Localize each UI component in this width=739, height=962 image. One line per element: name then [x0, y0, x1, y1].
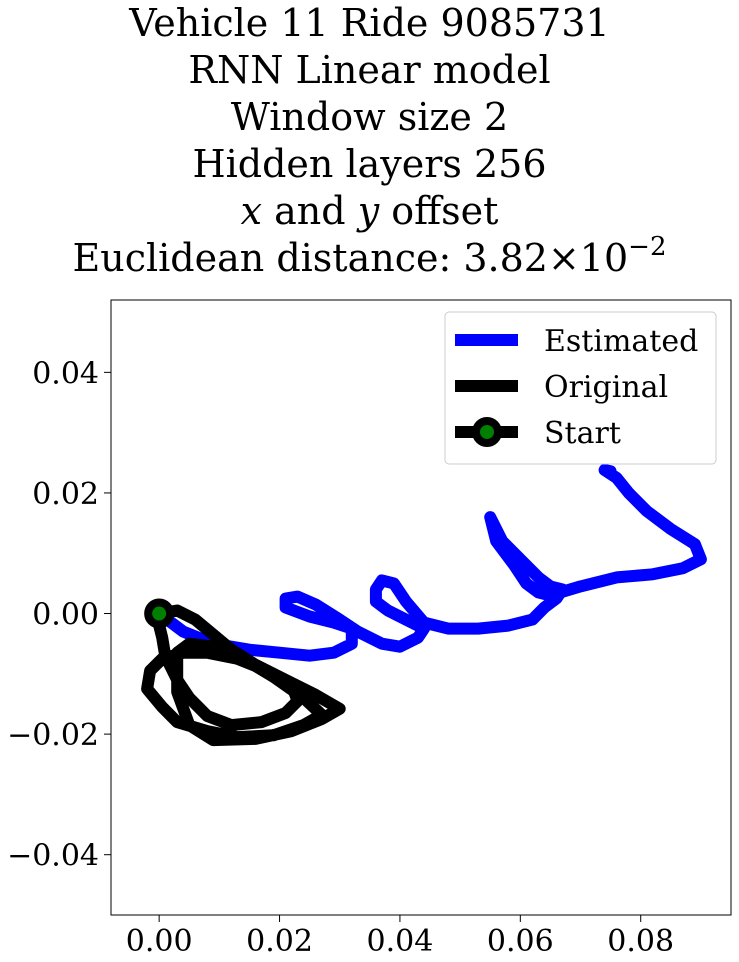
title-model-line: RNN Linear model [188, 48, 551, 92]
legend: Estimated Original Start [444, 311, 717, 465]
x-tick-label: 0.04 [367, 924, 434, 959]
legend-label-estimated: Estimated [544, 324, 698, 359]
y-axis: 0.04 0.02 0.00 −0.02 −0.04 [7, 356, 111, 874]
title-vehicle-line: Vehicle 11 Ride 9085731 [129, 1, 610, 45]
title-offset-line: x and y offset [0, 188, 739, 235]
y-tick-label: 0.02 [32, 477, 99, 512]
x-tick-label: 0.06 [487, 924, 554, 959]
y-tick-label: 0.00 [32, 598, 99, 633]
y-tick-label: 0.04 [32, 356, 99, 391]
legend-label-start: Start [544, 416, 621, 451]
title-offset-y: y [357, 189, 380, 233]
title-distance-mantissa: 3.82 [463, 236, 548, 280]
x-tick-label: 0.08 [607, 924, 674, 959]
title-distance-exponent: −2 [628, 232, 667, 262]
chart-title: Vehicle 11 Ride 9085731 RNN Linear model… [0, 0, 739, 282]
legend-label-original: Original [544, 370, 668, 405]
x-axis: 0.00 0.02 0.04 0.06 0.08 [126, 915, 674, 959]
series-line-estimated [153, 464, 707, 662]
title-offset-x: x [240, 189, 263, 233]
title-distance-prefix: Euclidean distance: [72, 236, 464, 280]
title-offset-mid: and [262, 189, 358, 233]
y-tick-label: −0.04 [7, 839, 99, 874]
x-tick-label: 0.02 [246, 924, 313, 959]
series-line-original [141, 604, 346, 747]
title-offset-rest: offset [379, 189, 499, 233]
title-window-line: Window size 2 [230, 95, 509, 139]
y-tick-label: −0.02 [7, 718, 99, 753]
title-distance-line: Euclidean distance: 3.82×10−2 [0, 232, 739, 282]
series-marker-start [144, 598, 175, 629]
title-distance-times: ×10 [547, 236, 629, 280]
legend-marker-start [472, 417, 502, 447]
x-tick-label: 0.00 [126, 924, 193, 959]
plot-frame [110, 299, 732, 916]
title-hidden-line: Hidden layers 256 [192, 142, 547, 186]
series-layer [141, 464, 707, 747]
